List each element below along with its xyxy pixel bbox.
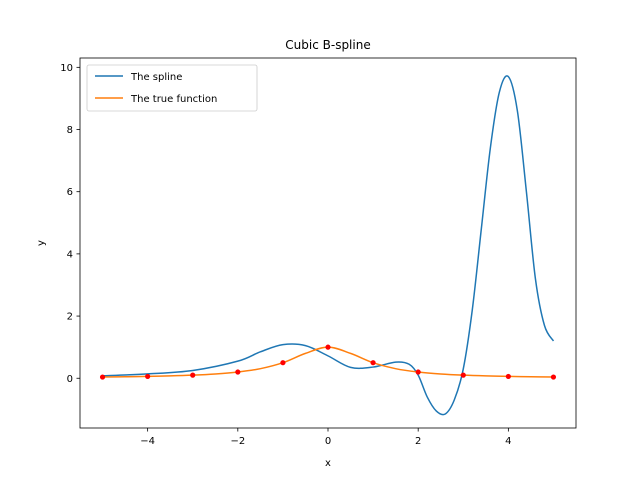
y-tick-label: 2 (67, 312, 73, 323)
legend-label-true-function: The true function (130, 94, 217, 105)
data-point-marker (415, 369, 421, 375)
x-tick-label: 0 (325, 436, 331, 447)
y-tick-label: 0 (67, 374, 73, 385)
legend: The spline The true function (86, 64, 258, 112)
y-tick-label: 4 (67, 249, 73, 260)
legend-box (86, 64, 258, 112)
y-tick-label: 10 (60, 63, 73, 74)
data-point-marker (505, 373, 511, 380)
y-tick-label: 6 (67, 187, 73, 198)
data-point-marker (190, 372, 196, 378)
data-point-marker (145, 373, 151, 380)
x-tick-label: 4 (505, 436, 511, 447)
data-point-marker (325, 344, 331, 350)
data-point-marker (370, 360, 376, 366)
ticks-layer: −4 −2 0 2 4 0 2 4 6 8 10 (60, 63, 511, 447)
chart-title: Cubic B-spline (285, 38, 370, 52)
data-point-marker (460, 372, 466, 378)
series-line-spline (102, 75, 555, 416)
x-tick-label: −2 (230, 436, 245, 447)
y-axis-label: y (36, 240, 47, 246)
data-point-marker (280, 360, 286, 366)
data-point-marker (99, 374, 106, 380)
plot-layer (99, 75, 557, 416)
legend-label-spline: The spline (130, 72, 182, 83)
x-tick-label: 2 (415, 436, 421, 447)
data-point-marker (550, 374, 557, 380)
x-axis-label: x (325, 458, 331, 469)
data-point-marker (235, 369, 241, 375)
y-tick-label: 8 (67, 125, 73, 136)
x-tick-label: −4 (140, 436, 155, 447)
